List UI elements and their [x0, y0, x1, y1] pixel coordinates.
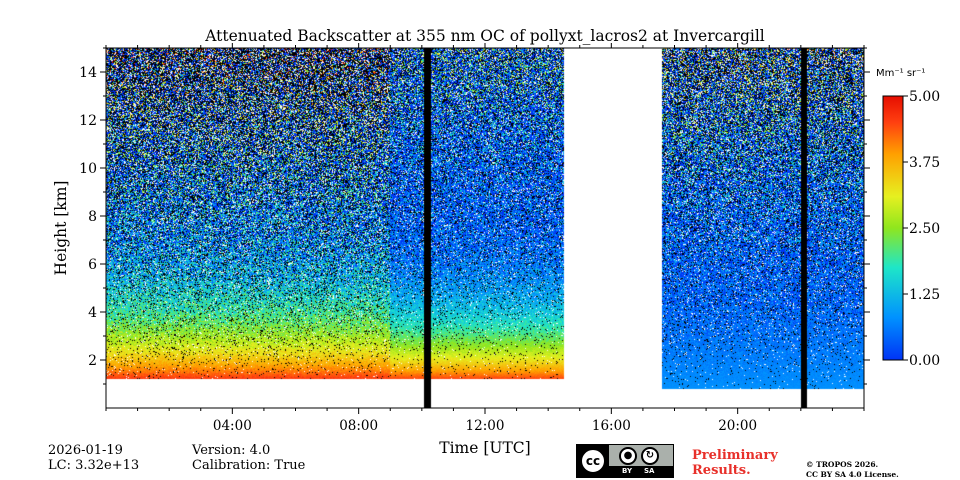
y-axis-label: Height [km]	[52, 181, 70, 276]
y-tick-label: 2	[88, 353, 97, 369]
cc-license-badge: cc ● ↻ BY SA	[576, 444, 674, 478]
y-tick-label: 10	[79, 161, 97, 177]
preliminary-notice: Preliminary Results.	[692, 448, 778, 478]
share-alike-icon: ↻	[641, 447, 659, 465]
colorbar: Mm⁻¹ sr⁻¹ 0.00 1.25 2.50 3.75 5.00	[876, 68, 940, 369]
date-label: 2026-01-19	[48, 443, 123, 458]
x-tick-label: 08:00	[339, 418, 378, 434]
y-tick-label: 12	[79, 113, 97, 129]
cc-logo-box: cc	[577, 445, 609, 477]
plot-area	[105, 47, 865, 409]
x-tick-label: 12:00	[466, 418, 505, 434]
colorbar-gradient	[882, 95, 904, 361]
x-tick-label: 16:00	[592, 418, 631, 434]
y-tick-label: 6	[88, 257, 97, 273]
y-axis-ticks: 2 4 6 8 10 12 14	[79, 47, 870, 385]
chart-title: Attenuated Backscatter at 355 nm OC of p…	[204, 27, 765, 45]
cc-sa-text: SA	[644, 467, 655, 475]
cc-strip	[609, 466, 673, 477]
preliminary-line-1: Preliminary	[692, 448, 778, 463]
backscatter-heatmap	[106, 48, 864, 408]
x-axis-ticks: 04:00 08:00 12:00 16:00 20:00	[105, 43, 865, 434]
colorbar-tick-label: 0.00	[909, 353, 940, 369]
version-label: Version: 4.0	[192, 443, 271, 458]
colorbar-tick-label: 3.75	[909, 155, 940, 171]
y-tick-label: 8	[88, 209, 97, 225]
x-axis-label: Time [UTC]	[439, 439, 530, 457]
cc-by-text: BY	[622, 467, 633, 475]
colorbar-tick-label: 1.25	[909, 287, 940, 303]
colorbar-tick-label: 5.00	[909, 89, 940, 105]
colorbar-tick-label: 2.50	[909, 221, 940, 237]
x-tick-label: 04:00	[213, 418, 252, 434]
copyright-notice: © TROPOS 2026. CC BY SA 4.0 License.	[806, 460, 899, 480]
x-tick-label: 20:00	[718, 418, 757, 434]
copyright-line-2: CC BY SA 4.0 License.	[806, 470, 899, 479]
lidar-constant-label: LC: 3.32e+13	[48, 458, 140, 473]
y-tick-label: 14	[79, 65, 97, 81]
colorbar-unit: Mm⁻¹ sr⁻¹	[876, 68, 925, 79]
y-tick-label: 4	[88, 305, 97, 321]
calibration-label: Calibration: True	[192, 458, 306, 473]
copyright-line-1: © TROPOS 2026.	[806, 460, 879, 469]
colorbar-ticks: 0.00 1.25 2.50 3.75 5.00	[903, 89, 940, 369]
cc-icon: cc	[580, 448, 606, 474]
attribution-icon: ●	[619, 447, 637, 465]
preliminary-line-2: Results.	[692, 463, 751, 478]
